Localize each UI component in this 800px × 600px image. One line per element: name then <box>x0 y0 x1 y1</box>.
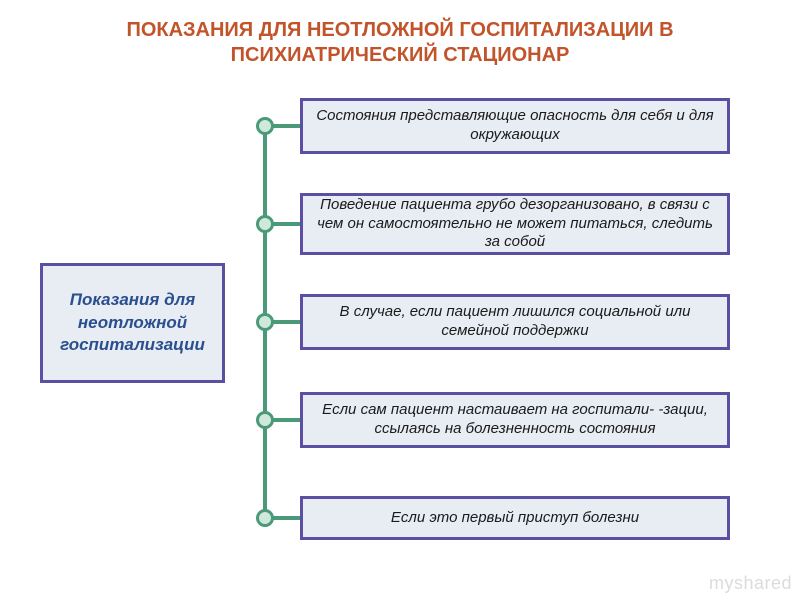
indication-text: Если сам пациент настаивает на госпитали… <box>313 401 717 439</box>
indication-box: Если сам пациент настаивает на госпитали… <box>300 392 730 448</box>
indication-box: Состояния представляющие опасность для с… <box>300 98 730 154</box>
connector-node <box>256 313 274 331</box>
watermark: myshared <box>709 573 792 594</box>
source-node: Показания для неотложной госпитализации <box>40 263 225 383</box>
indication-text: Если это первый приступ болезни <box>391 509 639 528</box>
connector-node <box>256 411 274 429</box>
indication-box: В случае, если пациент лишился социально… <box>300 294 730 350</box>
indication-box: Поведение пациента грубо дезорганизовано… <box>300 193 730 255</box>
indication-text: Поведение пациента грубо дезорганизовано… <box>313 196 717 252</box>
connector-node <box>256 117 274 135</box>
connector-node <box>256 509 274 527</box>
connector-node <box>256 215 274 233</box>
indication-text: Состояния представляющие опасность для с… <box>313 107 717 145</box>
page-title: ПОКАЗАНИЯ ДЛЯ НЕОТЛОЖНОЙ ГОСПИТАЛИЗАЦИИ … <box>0 0 800 68</box>
flow-diagram: Показания для неотложной госпитализации … <box>0 78 800 558</box>
source-label: Показания для неотложной госпитализации <box>51 289 214 358</box>
indication-box: Если это первый приступ болезни <box>300 496 730 540</box>
indication-text: В случае, если пациент лишился социально… <box>313 303 717 341</box>
